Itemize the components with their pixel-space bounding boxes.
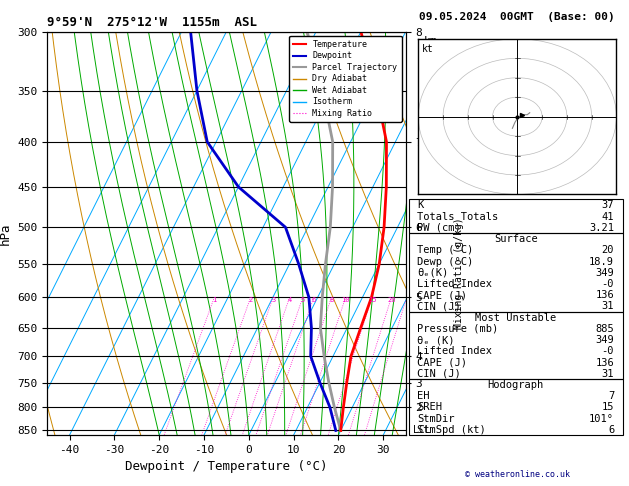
Text: Most Unstable: Most Unstable <box>475 312 557 323</box>
Text: 18.9: 18.9 <box>589 257 614 266</box>
Bar <box>409 379 623 435</box>
Text: 101°: 101° <box>589 414 614 424</box>
Text: 6: 6 <box>312 297 316 303</box>
Bar <box>409 199 623 233</box>
Text: © weatheronline.co.uk: © weatheronline.co.uk <box>465 469 570 479</box>
Text: kt: kt <box>422 44 434 53</box>
Text: 1: 1 <box>213 297 216 303</box>
Text: SREH: SREH <box>418 402 442 413</box>
Text: StmSpd (kt): StmSpd (kt) <box>418 425 486 435</box>
Text: 20: 20 <box>387 297 396 303</box>
Text: 15: 15 <box>368 297 376 303</box>
Text: 10: 10 <box>342 297 350 303</box>
Text: 4: 4 <box>287 297 292 303</box>
Text: 885: 885 <box>596 324 614 334</box>
Text: 5: 5 <box>301 297 305 303</box>
Text: 9°59'N  275°12'W  1155m  ASL: 9°59'N 275°12'W 1155m ASL <box>47 16 257 29</box>
Text: -0: -0 <box>602 279 614 289</box>
Text: PW (cm): PW (cm) <box>418 223 461 233</box>
Text: 6: 6 <box>608 425 614 435</box>
Text: 31: 31 <box>602 369 614 379</box>
Text: CIN (J): CIN (J) <box>418 369 461 379</box>
Text: 136: 136 <box>596 290 614 300</box>
Text: 09.05.2024  00GMT  (Base: 00): 09.05.2024 00GMT (Base: 00) <box>420 12 615 22</box>
Text: ASL: ASL <box>421 54 441 64</box>
Text: Totals Totals: Totals Totals <box>418 211 499 222</box>
Text: K: K <box>418 200 424 210</box>
Text: Lifted Index: Lifted Index <box>418 347 493 356</box>
Text: -0: -0 <box>602 347 614 356</box>
Text: km: km <box>424 35 438 46</box>
Text: 3: 3 <box>271 297 276 303</box>
Text: 349: 349 <box>596 268 614 278</box>
Text: 136: 136 <box>596 358 614 367</box>
Text: LCL: LCL <box>413 425 430 435</box>
Text: 31: 31 <box>602 301 614 312</box>
Text: 20: 20 <box>602 245 614 255</box>
Legend: Temperature, Dewpoint, Parcel Trajectory, Dry Adiabat, Wet Adiabat, Isotherm, Mi: Temperature, Dewpoint, Parcel Trajectory… <box>289 36 401 122</box>
Bar <box>409 233 623 312</box>
Text: 3.21: 3.21 <box>589 223 614 233</box>
Y-axis label: hPa: hPa <box>0 222 12 244</box>
Text: Hodograph: Hodograph <box>487 380 544 390</box>
Text: 349: 349 <box>596 335 614 345</box>
Text: 41: 41 <box>602 211 614 222</box>
Text: EH: EH <box>418 391 430 401</box>
Text: CAPE (J): CAPE (J) <box>418 290 467 300</box>
Text: Dewp (°C): Dewp (°C) <box>418 257 474 266</box>
Text: θₑ (K): θₑ (K) <box>418 335 455 345</box>
X-axis label: Dewpoint / Temperature (°C): Dewpoint / Temperature (°C) <box>125 460 328 473</box>
Text: CAPE (J): CAPE (J) <box>418 358 467 367</box>
Text: 15: 15 <box>602 402 614 413</box>
Text: 37: 37 <box>602 200 614 210</box>
Text: CIN (J): CIN (J) <box>418 301 461 312</box>
Text: Mixing Ratio (g/kg): Mixing Ratio (g/kg) <box>455 218 464 330</box>
Text: Surface: Surface <box>494 234 538 244</box>
Text: 2: 2 <box>248 297 253 303</box>
Text: Temp (°C): Temp (°C) <box>418 245 474 255</box>
Text: Pressure (mb): Pressure (mb) <box>418 324 499 334</box>
Text: 8: 8 <box>330 297 334 303</box>
Bar <box>409 312 623 379</box>
Text: 7: 7 <box>608 391 614 401</box>
Text: θₑ(K): θₑ(K) <box>418 268 448 278</box>
Text: StmDir: StmDir <box>418 414 455 424</box>
Text: Lifted Index: Lifted Index <box>418 279 493 289</box>
